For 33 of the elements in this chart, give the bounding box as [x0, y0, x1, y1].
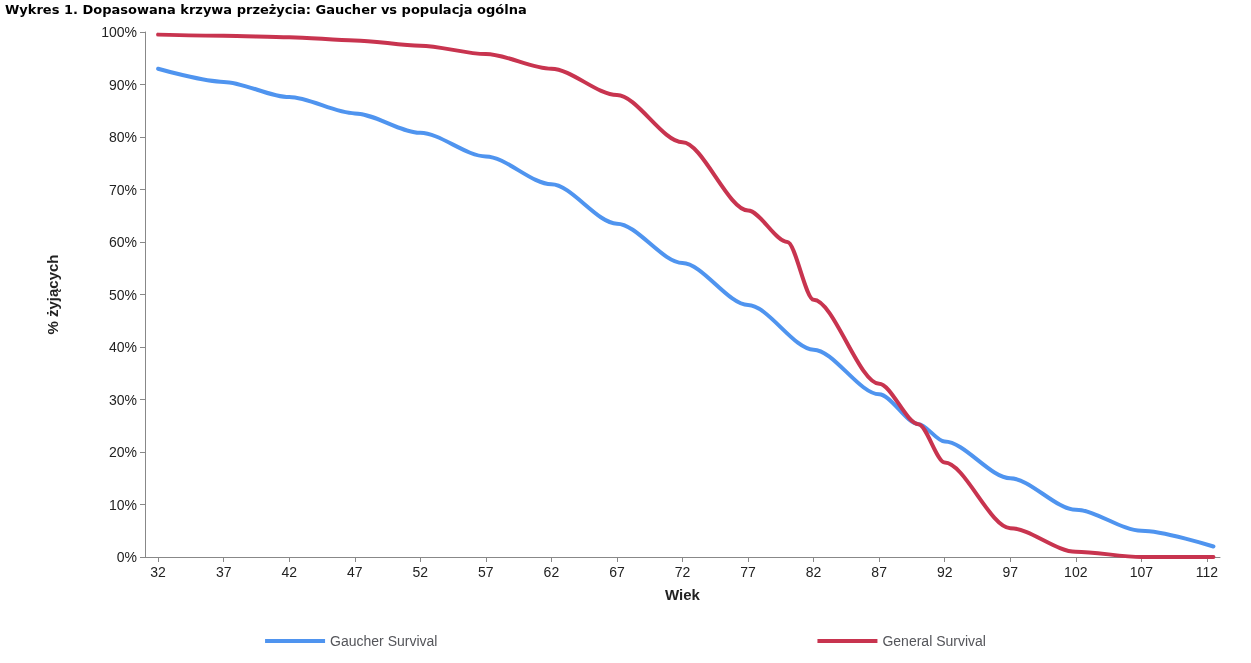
x-tick-label: 47 [346, 564, 363, 580]
legend-label: General Survival [882, 633, 986, 649]
y-tick-label: 0% [116, 549, 137, 565]
x-tick-label: 42 [281, 564, 298, 580]
y-tick-label: 20% [108, 444, 137, 460]
x-tick-label: 92 [936, 564, 953, 580]
y-axis-title: % żyjących [44, 254, 61, 335]
y-tick-label: 80% [108, 129, 137, 145]
x-tick-label: 77 [740, 564, 757, 580]
legend-label: Gaucher Survival [330, 633, 438, 649]
y-tick-label: 90% [108, 76, 137, 93]
x-tick-label: 97 [1002, 564, 1019, 580]
y-tick-label: 60% [108, 234, 137, 250]
x-tick-label: 67 [609, 564, 625, 580]
x-tick-label: 112 [1195, 564, 1219, 580]
x-tick-label: 62 [543, 564, 560, 580]
y-tick-label: 40% [108, 339, 137, 355]
y-tick-label: 100% [101, 24, 137, 40]
y-tick-label: 50% [108, 286, 137, 303]
chart-title: Wykres 1. Dopasowana krzywa przeżycia: Gaucher vs populacja ogólna [5, 2, 527, 17]
x-tick-label: 37 [215, 564, 232, 580]
x-tick-label: 87 [871, 564, 888, 580]
x-tick-label: 72 [674, 564, 691, 580]
x-axis-title: Wiek [665, 586, 701, 603]
x-tick-label: 57 [478, 564, 494, 580]
x-tick-label: 107 [1129, 564, 1154, 580]
x-tick-label: 102 [1064, 564, 1088, 580]
y-tick-label: 10% [108, 496, 137, 513]
y-tick-label: 70% [108, 181, 137, 198]
x-tick-label: 52 [412, 564, 429, 580]
y-tick-label: 30% [108, 391, 137, 408]
x-tick-label: 82 [805, 564, 822, 580]
x-tick-label: 32 [150, 564, 167, 580]
